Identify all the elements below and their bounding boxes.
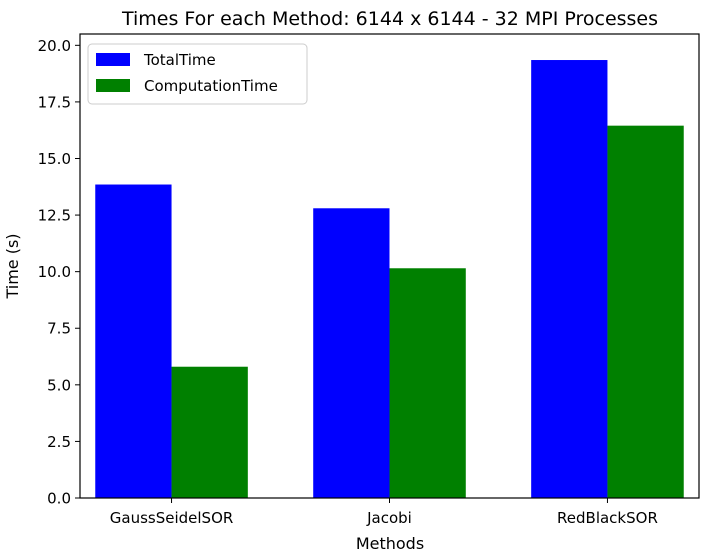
legend-label-ComputationTime: ComputationTime [144, 77, 278, 95]
y-tick-label: 17.5 [38, 93, 71, 111]
legend-swatch-TotalTime [96, 53, 130, 66]
legend: TotalTime ComputationTime [87, 43, 308, 105]
y-tick-label: 0.0 [47, 490, 71, 508]
plot-frame [79, 33, 700, 499]
bars-group [95, 60, 684, 499]
y-tick-label: 5.0 [47, 376, 71, 394]
bar-ComputationTime-Jacobi [389, 268, 466, 498]
y-tick-label: 7.5 [47, 320, 71, 338]
x-axis-label: Methods [356, 534, 424, 553]
y-tick-label: 2.5 [47, 433, 71, 451]
bar-TotalTime-Jacobi [313, 208, 390, 498]
x-tick-label: RedBlackSOR [557, 509, 658, 527]
y-tick-label: 10.0 [38, 263, 71, 281]
legend-label-TotalTime: TotalTime [143, 51, 216, 69]
legend-swatch-ComputationTime [96, 79, 130, 92]
chart-title: Times For each Method: 6144 x 6144 - 32 … [121, 8, 658, 30]
x-tick-label: GaussSeidelSOR [110, 509, 234, 527]
y-tick-label: 12.5 [38, 207, 71, 225]
bar-ComputationTime-RedBlackSOR [607, 125, 684, 499]
legend-box [87, 43, 308, 105]
bar-ComputationTime-GaussSeidelSOR [171, 366, 248, 498]
y-axis-label: Time (s) [3, 233, 22, 299]
x-axis: GaussSeidelSOR Jacobi RedBlackSOR [110, 498, 658, 527]
y-tick-label: 20.0 [38, 37, 71, 55]
y-axis: 0.0 2.5 5.0 7.5 10.0 12.5 15.0 17.5 20.0 [38, 37, 80, 508]
bar-TotalTime-RedBlackSOR [531, 60, 608, 498]
x-tick-label: Jacobi [366, 509, 412, 527]
y-tick-label: 15.0 [38, 150, 71, 168]
bar-TotalTime-GaussSeidelSOR [95, 184, 172, 498]
